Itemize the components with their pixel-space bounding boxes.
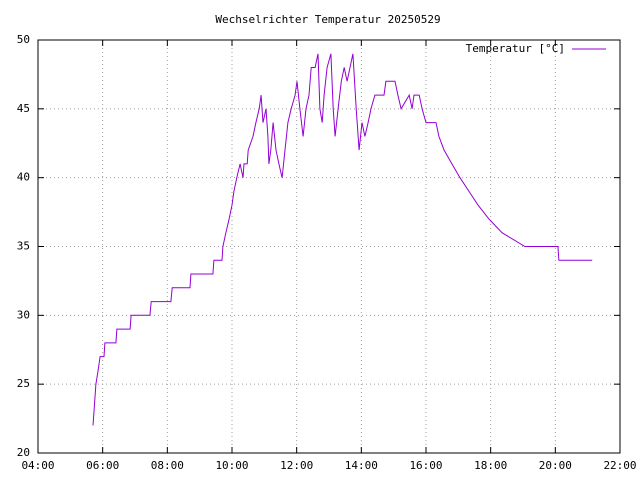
legend-label: Temperatur [°C] — [466, 42, 565, 55]
x-tick-label: 20:00 — [539, 459, 572, 472]
data-line — [92, 53, 593, 426]
y-tick-label: 40 — [17, 171, 30, 184]
x-tick-label: 04:00 — [21, 459, 54, 472]
y-tick-label: 25 — [17, 377, 30, 390]
x-tick-label: 16:00 — [409, 459, 442, 472]
plot-border — [37, 39, 621, 454]
x-tick-label: 18:00 — [474, 459, 507, 472]
x-tick-label: 08:00 — [151, 459, 184, 472]
x-tick-label: 14:00 — [345, 459, 378, 472]
x-tick-label: 12:00 — [280, 459, 313, 472]
x-tick-label: 06:00 — [86, 459, 119, 472]
y-tick-label: 45 — [17, 102, 30, 115]
y-tick-label: 30 — [17, 308, 30, 321]
y-tick-label: 35 — [17, 240, 30, 253]
y-tick-label: 20 — [17, 446, 30, 459]
x-tick-label: 22:00 — [603, 459, 636, 472]
y-tick-label: 50 — [17, 33, 30, 46]
x-tick-label: 10:00 — [215, 459, 248, 472]
chart-title: Wechselrichter Temperatur 20250529 — [215, 13, 440, 26]
